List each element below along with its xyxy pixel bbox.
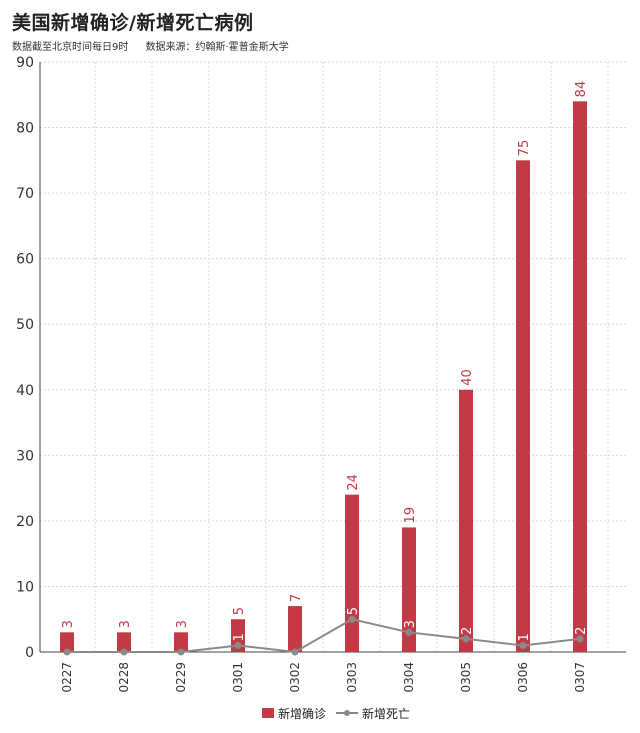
bar-value-label: 7 — [289, 594, 304, 602]
y-tick-label: 60 — [16, 252, 34, 268]
point-deaths — [519, 641, 527, 649]
line-value-label: 2 — [574, 627, 589, 635]
point-deaths — [462, 635, 470, 643]
x-tick-label: 0307 — [573, 662, 587, 693]
bar-confirmed — [402, 527, 416, 652]
bar-confirmed — [345, 494, 359, 652]
legend-line-swatch — [336, 708, 359, 718]
x-tick-label: 0305 — [459, 662, 473, 693]
bar-confirmed — [459, 389, 473, 652]
bar-value-label: 84 — [574, 81, 589, 98]
x-tick-label: 0228 — [117, 662, 131, 693]
x-tick-label: 0301 — [231, 662, 245, 693]
point-deaths — [120, 648, 128, 656]
y-tick-label: 10 — [16, 579, 34, 595]
x-tick-label: 0229 — [174, 662, 188, 693]
line-value-label: 2 — [460, 627, 475, 635]
data-source-note: 数据来源：约翰斯·霍普金斯大学 — [145, 42, 289, 53]
bar-confirmed — [231, 619, 245, 652]
legend-bar-swatch — [262, 708, 274, 718]
y-tick-label: 0 — [25, 645, 34, 661]
legend: 新增确诊 新增死亡 — [262, 704, 420, 722]
bar-value-label: 19 — [403, 507, 418, 524]
point-deaths — [576, 635, 584, 643]
x-tick-label: 0304 — [402, 662, 416, 693]
y-tick-label: 40 — [16, 383, 34, 399]
y-tick-label: 30 — [16, 448, 34, 464]
y-tick-label: 90 — [16, 55, 34, 71]
bar-value-label: 75 — [517, 140, 532, 157]
bar-confirmed — [573, 101, 587, 653]
point-deaths — [405, 628, 413, 636]
line-value-label: 1 — [517, 633, 532, 641]
point-deaths — [177, 648, 185, 656]
chart-title: 美国新增确诊/新增死亡病例 — [12, 12, 254, 34]
point-deaths — [63, 648, 71, 656]
x-tick-label: 0306 — [516, 662, 530, 693]
bar-value-label: 40 — [460, 369, 475, 386]
line-value-label: 3 — [403, 620, 418, 628]
legend-label-deaths: 新增死亡 — [362, 706, 411, 721]
bar-value-label: 5 — [232, 607, 247, 615]
y-tick-label: 80 — [16, 121, 34, 137]
bar-confirmed — [60, 632, 74, 652]
line-value-label: 5 — [346, 607, 361, 615]
line-value-label: 1 — [232, 633, 247, 641]
bar-confirmed — [117, 632, 131, 652]
x-tick-label: 0303 — [345, 662, 359, 693]
chart-subtitle: 数据截至北京时间每日9时 数据来源：约翰斯·霍普金斯大学 — [12, 38, 303, 53]
y-tick-label: 20 — [16, 514, 34, 530]
legend-label-confirmed: 新增确诊 — [278, 706, 327, 721]
legend-item-deaths: 新增死亡 — [336, 705, 410, 722]
y-tick-label: 50 — [16, 317, 34, 333]
bar-confirmed — [288, 606, 302, 652]
bar-value-label: 24 — [346, 474, 361, 491]
point-deaths — [291, 648, 299, 656]
line-deaths — [67, 618, 581, 654]
data-time-note: 数据截至北京时间每日9时 — [12, 42, 129, 53]
y-tick-label: 70 — [16, 186, 34, 202]
bar-confirmed — [516, 160, 530, 653]
bar-value-label: 3 — [175, 620, 190, 628]
bar-value-label: 3 — [118, 620, 133, 628]
point-deaths — [234, 641, 242, 649]
bar-confirmed — [174, 632, 188, 652]
legend-item-confirmed: 新增确诊 — [262, 705, 326, 722]
point-deaths — [348, 615, 356, 623]
x-tick-label: 0227 — [60, 662, 74, 693]
bar-value-label: 3 — [61, 620, 76, 628]
x-tick-label: 0302 — [288, 662, 302, 693]
